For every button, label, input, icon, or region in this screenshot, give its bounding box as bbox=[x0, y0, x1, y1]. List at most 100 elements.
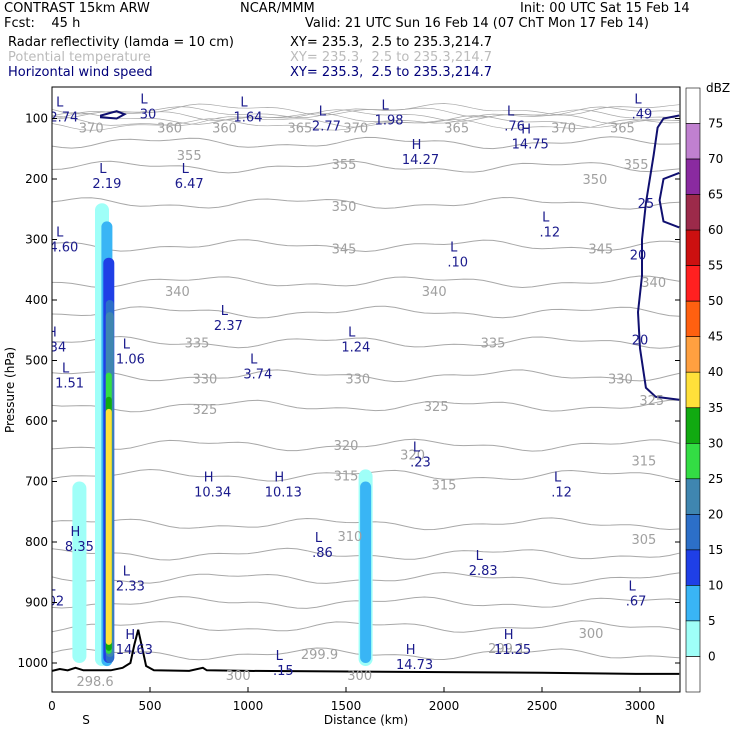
isentrope-line bbox=[52, 160, 680, 174]
wind-extremum-value: .12 bbox=[539, 225, 560, 240]
theta-contour-label: 340 bbox=[165, 285, 190, 300]
theta-contour-label: 340 bbox=[641, 276, 666, 291]
colorbar-unit: dBZ bbox=[706, 81, 730, 95]
theta-contour-label: 310 bbox=[337, 530, 362, 545]
theta-contour-label: 365 bbox=[444, 122, 469, 137]
theta-contour-label: 330 bbox=[192, 373, 217, 388]
wind-contour-label: 25 bbox=[638, 197, 655, 212]
wind-extremum-value: 11.25 bbox=[494, 643, 531, 658]
wind-extremum-value: .15 bbox=[273, 664, 294, 679]
colorbar-tick-label: 30 bbox=[708, 436, 723, 450]
isentrope-line bbox=[52, 275, 680, 289]
theta-contour-label: 300 bbox=[579, 627, 604, 642]
wind-contour-label: 20 bbox=[632, 333, 649, 348]
wind-extremum-marker: L bbox=[507, 105, 515, 120]
colorbar-swatch bbox=[685, 87, 701, 124]
theta-contour-label: 325 bbox=[639, 394, 664, 409]
theta-contour-label: 345 bbox=[332, 243, 357, 258]
wind-extremum-marker: L bbox=[276, 649, 284, 664]
wind-extremum-marker: L bbox=[48, 579, 56, 594]
colorbar-swatch bbox=[685, 300, 701, 338]
theta-contour-label: 305 bbox=[631, 533, 656, 548]
colorbar-swatch bbox=[685, 620, 701, 657]
wind-extremum-marker: L bbox=[315, 531, 323, 546]
reflectivity-column bbox=[72, 481, 87, 663]
theta-contour-label: 350 bbox=[332, 200, 357, 215]
wind-extremum-marker: L bbox=[250, 353, 258, 368]
theta-contour-label: 330 bbox=[608, 373, 633, 388]
y-tick-label: 1000 bbox=[17, 656, 48, 670]
theta-contour-label: 360 bbox=[157, 122, 182, 137]
y-tick-label: 300 bbox=[25, 233, 48, 247]
isentrope-line bbox=[52, 112, 680, 125]
theta-contour-label: 325 bbox=[192, 403, 217, 418]
colorbar-tick-label: 35 bbox=[708, 401, 723, 415]
y-axis-title: Pressure (hPa) bbox=[3, 347, 17, 433]
wind-contour-line bbox=[658, 171, 680, 229]
wind-extremum-marker: H bbox=[47, 325, 57, 340]
wind-extremum-value: 1.06 bbox=[116, 352, 145, 367]
wind-extremum-marker: L bbox=[123, 564, 131, 579]
theta-contour-label: 300 bbox=[347, 669, 372, 684]
y-tick-label: 900 bbox=[25, 596, 48, 610]
terrain-line bbox=[52, 629, 680, 675]
wind-extremum-marker: L bbox=[634, 92, 642, 107]
wind-extremum-value: 14.73 bbox=[396, 658, 433, 673]
wind-extremum-marker: H bbox=[125, 628, 135, 643]
colorbar-tick-label: 15 bbox=[708, 543, 723, 557]
colorbar-tick-label: 55 bbox=[708, 259, 723, 273]
wind-extremum-value: 2.77 bbox=[312, 120, 341, 135]
wind-extremum-marker: H bbox=[521, 123, 531, 138]
theta-contour-label: 335 bbox=[481, 336, 506, 351]
isentrope-line bbox=[52, 136, 680, 150]
plot-frame bbox=[51, 86, 681, 693]
x-tick-label: 2000 bbox=[429, 699, 460, 713]
colorbar-swatch bbox=[685, 265, 701, 302]
isentrope-line bbox=[52, 438, 680, 452]
isentrope-line bbox=[52, 196, 680, 210]
wind-extremum-value: 2.83 bbox=[469, 564, 498, 579]
x-tick-label: 500 bbox=[139, 699, 162, 713]
theta-contour-label: 330 bbox=[345, 373, 370, 388]
field-name-theta: Potential temperature bbox=[8, 50, 151, 65]
colorbar-tick-label: 5 bbox=[708, 614, 716, 628]
wind-extremum-marker: L bbox=[413, 440, 421, 455]
colorbar-tick-label: 70 bbox=[708, 152, 723, 166]
wind-extremum-marker: L bbox=[99, 162, 107, 177]
wind-extremum-value: 6.47 bbox=[175, 177, 204, 192]
theta-contour-label: 300 bbox=[226, 669, 251, 684]
wind-extremum-marker: L bbox=[62, 362, 70, 377]
theta-contour-label: 355 bbox=[177, 149, 202, 164]
field-xy-reflectivity: XY= 235.3, 2.5 to 235.3,214.7 bbox=[290, 35, 493, 50]
colorbar-swatch bbox=[685, 229, 701, 266]
theta-contour-label: 335 bbox=[185, 336, 210, 351]
isentrope-line bbox=[52, 369, 680, 383]
wind-extremum-value: 30 bbox=[140, 107, 157, 122]
forecast-hour: Fcst: 45 h bbox=[4, 16, 81, 31]
y-tick-label: 500 bbox=[25, 354, 48, 368]
colorbar-swatch bbox=[685, 158, 701, 195]
wind-extremum-marker: L bbox=[319, 105, 327, 120]
wind-extremum-value: 1.98 bbox=[375, 113, 404, 128]
isentrope-line bbox=[52, 335, 680, 349]
isentrope-line bbox=[52, 239, 680, 253]
colorbar-swatch bbox=[685, 585, 701, 622]
x-tick-label: 1500 bbox=[331, 699, 362, 713]
colorbar-swatch bbox=[685, 656, 701, 693]
wind-extremum-value: 14.63 bbox=[116, 643, 153, 658]
colorbar-swatch bbox=[685, 442, 701, 480]
x-tick-label: 0 bbox=[48, 699, 56, 713]
wind-extremum-marker: H bbox=[71, 525, 81, 540]
isentrope-line bbox=[52, 106, 680, 119]
wind-extremum-marker: H bbox=[412, 138, 422, 153]
wind-contour-line bbox=[100, 110, 127, 120]
colorbar-tick-label: 65 bbox=[708, 188, 723, 202]
x-tick-label: 2500 bbox=[527, 699, 558, 713]
wind-contour-line bbox=[636, 114, 680, 401]
x-tick-label: 1000 bbox=[233, 699, 264, 713]
theta-contour-label: 350 bbox=[582, 173, 607, 188]
colorbar-tick-label: 25 bbox=[708, 472, 723, 486]
wind-extremum-marker: L bbox=[221, 304, 229, 319]
field-xy-wind: XY= 235.3, 2.5 to 235.3,214.7 bbox=[290, 65, 493, 80]
